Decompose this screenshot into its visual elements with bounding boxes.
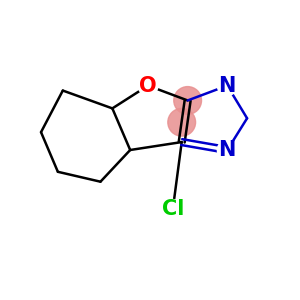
Text: O: O [139,76,157,96]
Circle shape [163,200,183,219]
Circle shape [138,76,158,95]
Circle shape [168,108,196,136]
Circle shape [174,87,202,114]
Circle shape [218,140,237,160]
Circle shape [218,76,237,95]
Text: N: N [219,76,236,96]
Text: Cl: Cl [162,200,184,219]
Text: N: N [219,140,236,160]
